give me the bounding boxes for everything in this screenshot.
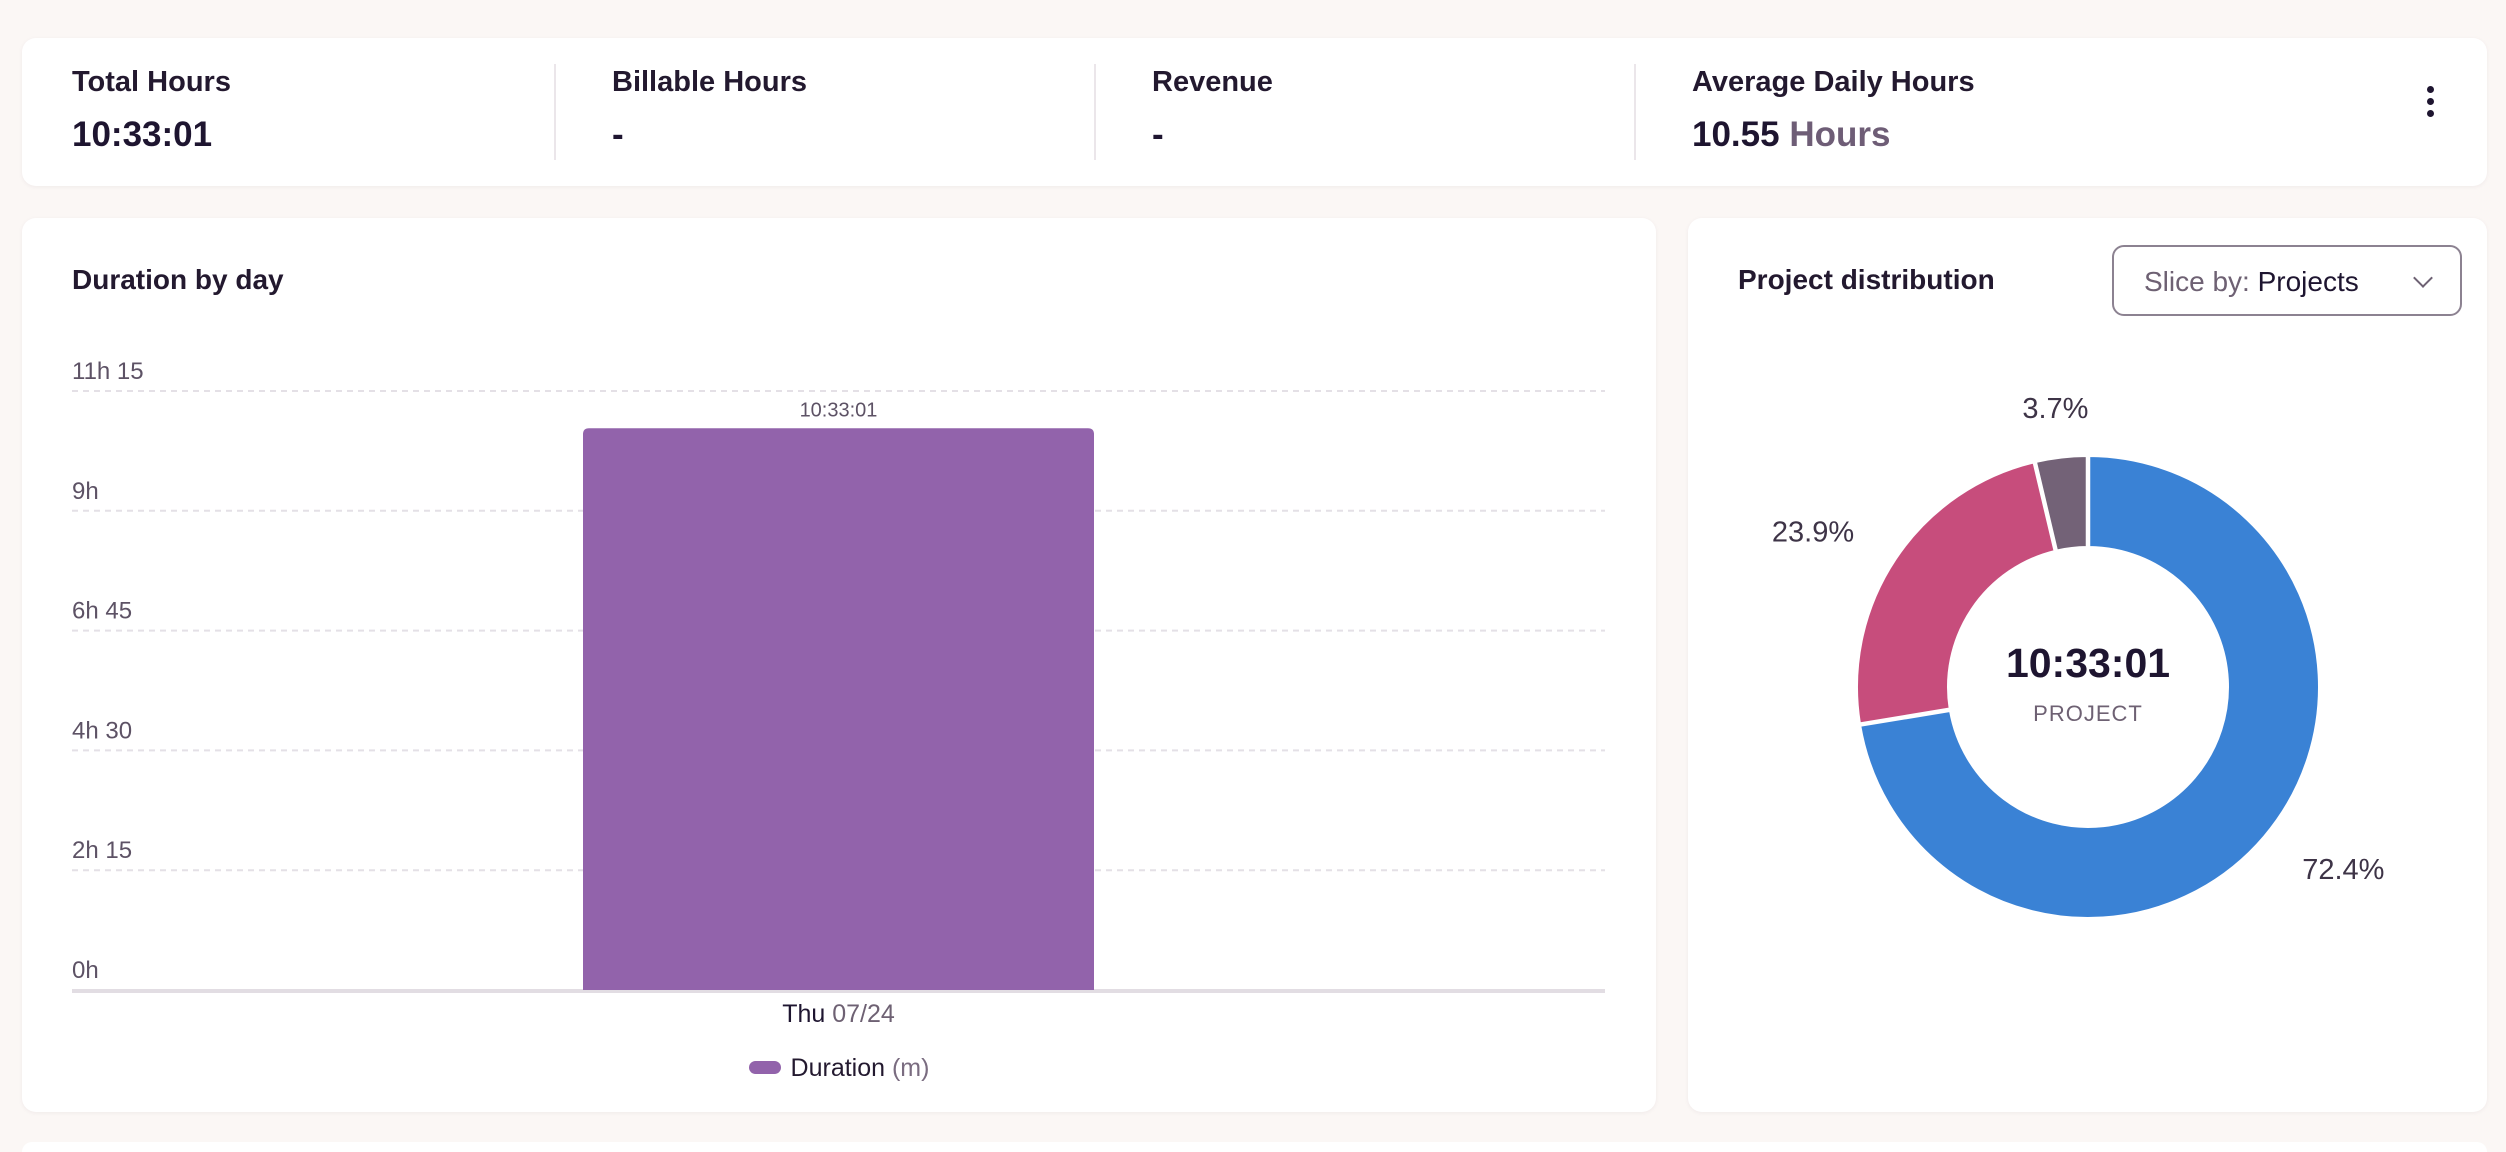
legend-unit: (m): [891, 1054, 930, 1082]
y-tick-label: 0h: [72, 957, 99, 984]
stat-divider: [1094, 64, 1096, 160]
donut-slice: [2034, 455, 2088, 552]
stat-label: Total Hours: [72, 66, 231, 98]
bar-value-label: 10:33:01: [800, 399, 878, 421]
project-distribution-card: Project distribution Slice by: Projects …: [1688, 218, 2487, 1112]
y-tick-label: 4h 30: [72, 717, 132, 744]
stat-value: 10:33:01: [72, 115, 213, 154]
duration-by-day-card: Duration by day 0h 2h 15 4h 30 6h 45 9h 11h 1…: [22, 218, 1656, 1112]
slice-percent-label: 72.4%: [2302, 854, 2384, 886]
y-tick-label: 11h 15: [72, 358, 144, 385]
stat-label: Billable Hours: [612, 66, 807, 98]
y-tick-label: 2h 15: [72, 837, 132, 864]
slice-percent-label: 23.9%: [1772, 516, 1854, 548]
donut-center-value: 10:33:01: [2006, 640, 2170, 686]
card-title: Project distribution: [1738, 264, 1995, 295]
stat-number: 10.55: [1692, 115, 1780, 154]
stat-value: -: [1152, 115, 1164, 154]
x-tick-label: Thu 07/24: [782, 1000, 895, 1028]
slice-by-value: Projects: [2257, 266, 2359, 297]
stat-label: Average Daily Hours: [1692, 66, 1975, 98]
stat-total-hours: Total Hours 10:33:01: [72, 66, 231, 155]
stat-divider: [1634, 64, 1636, 160]
more-vertical-icon[interactable]: [2423, 86, 2437, 122]
project-donut-chart: 72.4% 23.9% 3.7% 10:33:01 PROJECT: [1772, 393, 2384, 919]
stat-divider: [554, 64, 556, 160]
slice-percent-label: 3.7%: [2022, 393, 2088, 425]
chart-legend[interactable]: Duration (m): [22, 1054, 1656, 1083]
card-title: Duration by day: [72, 264, 284, 295]
stat-average-daily-hours: Average Daily Hours 10.55 Hours: [1692, 66, 1975, 155]
y-tick-label: 6h 45: [72, 598, 132, 625]
slice-by-prefix: Slice by:: [2144, 266, 2250, 297]
y-tick-label: 9h: [72, 478, 99, 505]
duration-bar: [583, 428, 1094, 990]
stats-card: Total Hours 10:33:01 Billable Hours - Re…: [22, 38, 2487, 186]
stat-value: -: [612, 115, 624, 154]
donut-center-label: PROJECT: [2033, 701, 2143, 726]
legend-swatch: [748, 1060, 781, 1074]
stat-label: Revenue: [1152, 66, 1273, 98]
stat-unit: Hours: [1789, 115, 1891, 154]
duration-bar-chart: 0h 2h 15 4h 30 6h 45 9h 11h 15 10:33:01 Thu 07/…: [72, 358, 1605, 1028]
stat-billable-hours: Billable Hours -: [612, 66, 807, 155]
legend-label: Duration: [790, 1054, 886, 1082]
stat-revenue: Revenue -: [1152, 66, 1273, 155]
stat-value: 10.55 Hours: [1692, 115, 1975, 155]
next-card-edge: [22, 1142, 2487, 1152]
slice-by-select[interactable]: Slice by: Projects: [2112, 245, 2462, 316]
donut-slice: [1856, 461, 2056, 725]
donut-slice: [1859, 455, 2320, 919]
